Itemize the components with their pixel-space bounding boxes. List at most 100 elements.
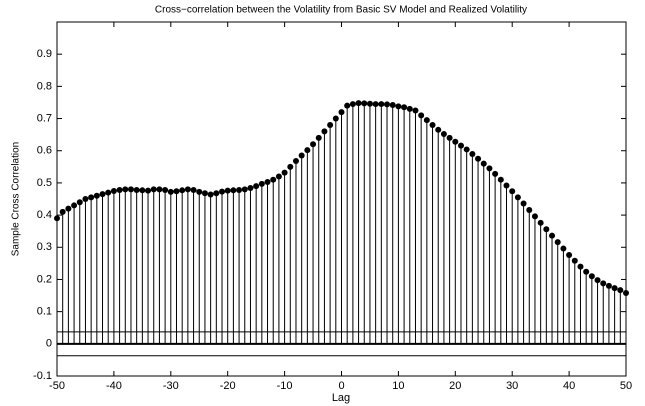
y-tick-label: 0.2: [37, 273, 52, 285]
stem-marker: [150, 186, 157, 193]
stem-marker: [520, 200, 527, 207]
y-tick-label: 0.3: [37, 241, 52, 253]
stem-marker: [594, 277, 601, 284]
stem-marker: [549, 232, 556, 239]
stem-marker: [298, 152, 305, 159]
stem-marker: [412, 107, 419, 114]
stem-marker: [526, 206, 533, 213]
stem-marker: [395, 103, 402, 110]
stem-marker: [321, 128, 328, 135]
stem-marker: [389, 102, 396, 109]
x-tick-label: 30: [506, 380, 518, 392]
stem-marker: [384, 101, 391, 108]
stem-marker: [440, 130, 447, 137]
stem-marker: [54, 215, 60, 222]
stem-marker: [492, 170, 499, 177]
stem-marker: [304, 147, 311, 154]
stem-marker: [429, 121, 436, 128]
y-tick-label: 0: [46, 338, 52, 350]
stem-marker: [435, 126, 442, 133]
x-tick-label: 40: [563, 380, 575, 392]
stem-marker: [349, 101, 356, 108]
stem-marker: [264, 178, 271, 185]
chart-title: Cross−correlation between the Volatility…: [155, 5, 527, 16]
stem-marker: [566, 251, 573, 258]
stem-marker: [577, 263, 584, 270]
stem-marker: [372, 101, 379, 108]
stem-marker: [486, 165, 493, 172]
stem-marker: [190, 186, 197, 193]
stem-marker: [457, 142, 464, 149]
stem-marker: [617, 287, 624, 294]
stem-marker: [315, 134, 322, 141]
stem-marker: [156, 186, 163, 193]
y-tick-label: 0.5: [37, 177, 52, 189]
stem-marker: [253, 183, 260, 190]
stem-marker: [287, 163, 294, 170]
stem-marker: [418, 112, 425, 119]
x-tick-label: -40: [106, 380, 122, 392]
stem-marker: [133, 186, 140, 193]
x-tick-label: -50: [49, 380, 65, 392]
stem-marker: [423, 117, 430, 124]
stem-marker: [65, 205, 72, 212]
stem-marker: [139, 187, 146, 194]
x-tick-label: 0: [338, 380, 344, 392]
stem-marker: [219, 188, 226, 195]
stem-marker: [116, 186, 123, 193]
y-tick-label: 0.4: [37, 209, 52, 221]
stem-marker: [184, 186, 191, 193]
stem-marker: [503, 182, 510, 189]
stem-marker: [207, 191, 214, 198]
stem-marker: [179, 187, 186, 194]
stem-marker: [366, 100, 373, 107]
stem-marker: [623, 289, 629, 296]
x-tick-label: 20: [449, 380, 461, 392]
stem-marker: [76, 199, 83, 206]
stem-marker: [509, 188, 516, 195]
stem-marker: [173, 188, 180, 195]
stem-marker: [122, 186, 129, 193]
stem-marker: [497, 176, 504, 183]
stem-marker: [611, 285, 618, 292]
x-tick-label: 50: [620, 380, 632, 392]
stem-marker: [571, 257, 578, 264]
stem-marker: [281, 169, 288, 176]
stem-marker: [93, 192, 100, 199]
stem-marker: [230, 187, 237, 194]
stem-marker: [201, 190, 208, 197]
stem-marker: [531, 213, 538, 220]
stem-marker: [71, 202, 78, 209]
stem-marker: [196, 188, 203, 195]
stem-marker: [105, 189, 112, 196]
x-tick-label: 10: [392, 380, 404, 392]
stem-marker: [332, 115, 339, 122]
stem-marker: [275, 173, 282, 180]
stem-marker: [537, 219, 544, 226]
y-tick-label: -0.1: [33, 370, 52, 382]
stem-marker: [236, 186, 243, 193]
stem-marker: [463, 146, 470, 153]
stem-marker: [543, 226, 550, 233]
stem-marker: [258, 180, 265, 187]
y-tick-label: 0.7: [37, 112, 52, 124]
stem-marker: [361, 100, 368, 107]
stem-marker: [554, 239, 561, 246]
stem-marker: [480, 160, 487, 167]
stem-marker: [110, 187, 117, 194]
stem-marker: [213, 190, 220, 197]
stem-marker: [145, 187, 152, 194]
y-tick-label: 0.8: [37, 80, 52, 92]
stem-marker: [475, 155, 482, 162]
stem-marker: [247, 185, 254, 192]
stem-marker: [600, 280, 607, 287]
y-tick-label: 0.1: [37, 306, 52, 318]
stem-marker: [406, 105, 413, 112]
stem-marker: [452, 138, 459, 145]
x-tick-label: -30: [163, 380, 179, 392]
x-tick-label: -10: [277, 380, 293, 392]
stem-marker: [59, 208, 66, 215]
stem-marker: [270, 176, 277, 183]
stem-marker: [583, 268, 590, 275]
